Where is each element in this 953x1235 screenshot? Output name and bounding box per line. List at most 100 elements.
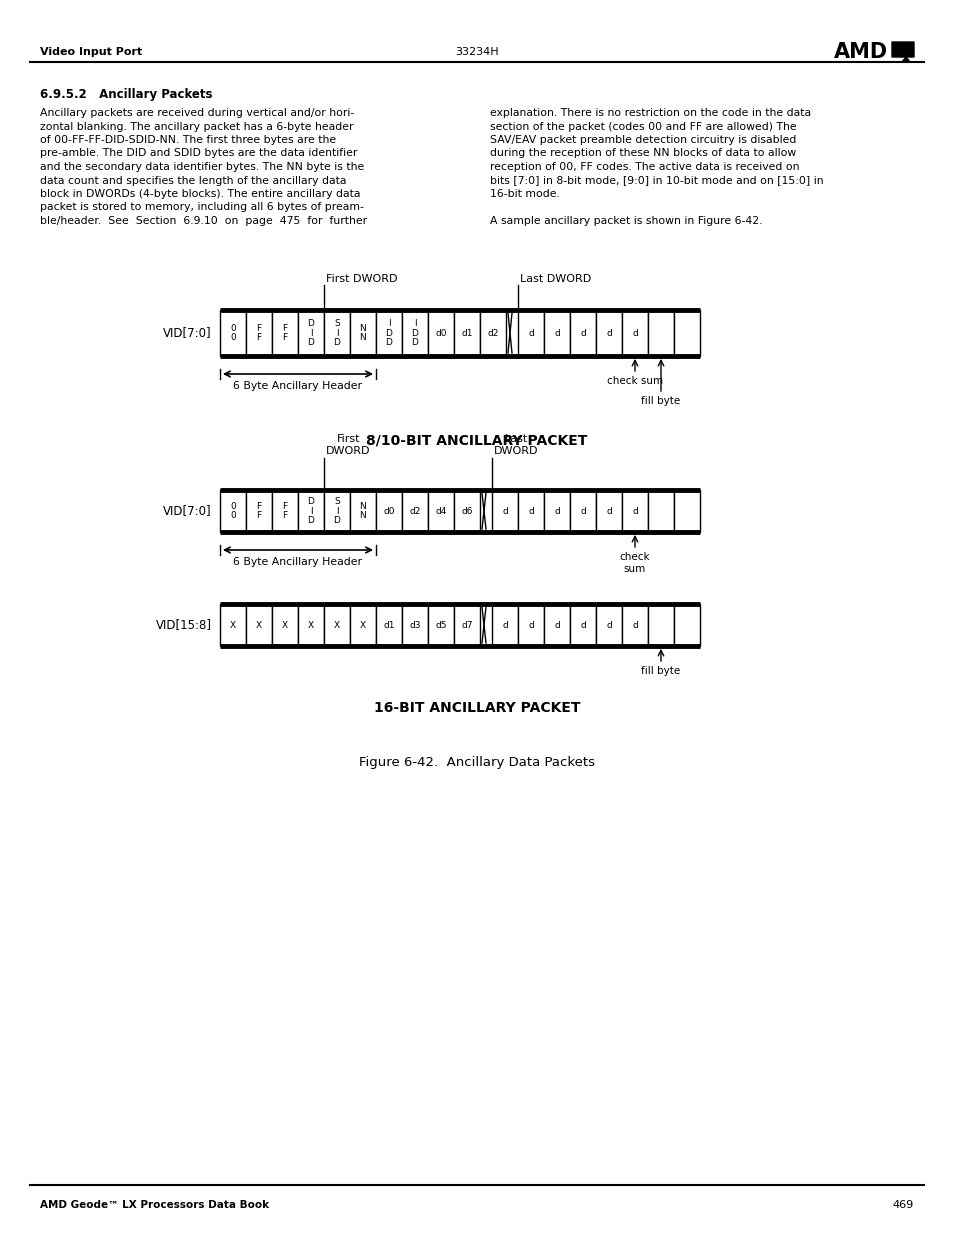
Text: and the secondary data identifier bytes. The NN byte is the: and the secondary data identifier bytes.… — [40, 162, 364, 172]
Bar — [454, 604, 479, 646]
Text: d: d — [579, 506, 585, 515]
Text: S
I
D: S I D — [334, 496, 340, 525]
Text: 33234H: 33234H — [455, 47, 498, 57]
Text: d: d — [554, 329, 559, 337]
Bar — [375, 490, 401, 532]
Text: 16-BIT ANCILLARY PACKET: 16-BIT ANCILLARY PACKET — [374, 701, 579, 715]
Bar — [621, 310, 647, 356]
Text: d: d — [554, 620, 559, 630]
Bar — [479, 310, 505, 356]
Text: F
F: F F — [256, 501, 261, 520]
Text: d: d — [632, 329, 638, 337]
Bar — [272, 490, 297, 532]
Text: d7: d7 — [460, 620, 473, 630]
Bar — [596, 604, 621, 646]
Text: Figure 6-42.  Ancillary Data Packets: Figure 6-42. Ancillary Data Packets — [358, 756, 595, 769]
Text: SAV/EAV packet preamble detection circuitry is disabled: SAV/EAV packet preamble detection circui… — [490, 135, 796, 144]
Bar — [428, 310, 454, 356]
Bar — [246, 604, 272, 646]
Bar — [543, 310, 569, 356]
Bar — [220, 490, 246, 532]
Bar — [569, 490, 596, 532]
Bar — [350, 490, 375, 532]
Bar — [401, 490, 428, 532]
Text: data count and specifies the length of the ancillary data: data count and specifies the length of t… — [40, 175, 346, 185]
Text: Last DWORD: Last DWORD — [519, 274, 591, 284]
Text: fill byte: fill byte — [640, 396, 679, 406]
Text: d1: d1 — [460, 329, 473, 337]
Text: F
F: F F — [282, 324, 287, 342]
Text: d: d — [632, 506, 638, 515]
Text: ble/header.  See  Section  6.9.10  on  page  475  for  further: ble/header. See Section 6.9.10 on page 4… — [40, 216, 367, 226]
Text: 0
0: 0 0 — [230, 501, 235, 520]
Text: d1: d1 — [383, 620, 395, 630]
Text: d: d — [501, 620, 507, 630]
Bar — [220, 604, 246, 646]
Text: of 00-FF-FF-DID-SDID-NN. The first three bytes are the: of 00-FF-FF-DID-SDID-NN. The first three… — [40, 135, 335, 144]
Bar — [517, 604, 543, 646]
Text: d: d — [501, 506, 507, 515]
Text: VID[7:0]: VID[7:0] — [163, 505, 212, 517]
Bar — [492, 490, 517, 532]
Bar — [220, 310, 246, 356]
Bar — [324, 490, 350, 532]
Text: 469: 469 — [892, 1200, 913, 1210]
Text: F
F: F F — [282, 501, 287, 520]
Bar — [543, 490, 569, 532]
Text: d: d — [605, 620, 611, 630]
Text: D
I
D: D I D — [307, 496, 314, 525]
Bar — [543, 604, 569, 646]
Polygon shape — [891, 42, 913, 62]
Text: d: d — [554, 506, 559, 515]
Text: d4: d4 — [435, 506, 446, 515]
Bar — [324, 310, 350, 356]
Bar — [569, 604, 596, 646]
Bar — [569, 310, 596, 356]
Text: X: X — [255, 620, 262, 630]
Text: packet is stored to memory, including all 6 bytes of pream-: packet is stored to memory, including al… — [40, 203, 363, 212]
Text: AMD Geode™ LX Processors Data Book: AMD Geode™ LX Processors Data Book — [40, 1200, 269, 1210]
Text: d2: d2 — [409, 506, 420, 515]
Text: d: d — [579, 329, 585, 337]
Text: reception of 00, FF codes. The active data is received on: reception of 00, FF codes. The active da… — [490, 162, 799, 172]
Text: d6: d6 — [460, 506, 473, 515]
Text: S
I
D: S I D — [334, 319, 340, 347]
Text: X: X — [230, 620, 235, 630]
Text: zontal blanking. The ancillary packet has a 6-byte header: zontal blanking. The ancillary packet ha… — [40, 121, 354, 131]
Bar — [596, 490, 621, 532]
Bar — [324, 604, 350, 646]
Bar — [350, 604, 375, 646]
Text: section of the packet (codes 00 and FF are allowed) The: section of the packet (codes 00 and FF a… — [490, 121, 796, 131]
Text: bits [7:0] in 8-bit mode, [9:0] in 10-bit mode and on [15:0] in: bits [7:0] in 8-bit mode, [9:0] in 10-bi… — [490, 175, 822, 185]
Text: D
I
D: D I D — [307, 319, 314, 347]
Text: 6 Byte Ancillary Header: 6 Byte Ancillary Header — [233, 557, 362, 567]
Text: Last
DWORD: Last DWORD — [494, 435, 537, 456]
Text: 16-bit mode.: 16-bit mode. — [490, 189, 559, 199]
Bar — [517, 310, 543, 356]
Text: 8/10-BIT ANCILLARY PACKET: 8/10-BIT ANCILLARY PACKET — [366, 433, 587, 448]
Bar — [647, 310, 673, 356]
Text: d: d — [579, 620, 585, 630]
Bar — [647, 490, 673, 532]
Bar — [621, 604, 647, 646]
Text: Video Input Port: Video Input Port — [40, 47, 142, 57]
Bar — [375, 310, 401, 356]
Text: fill byte: fill byte — [640, 666, 679, 676]
Bar — [596, 310, 621, 356]
Text: d3: d3 — [409, 620, 420, 630]
Text: I
D
D: I D D — [411, 319, 418, 347]
Text: d: d — [632, 620, 638, 630]
Text: N
N: N N — [359, 501, 366, 520]
Text: I
D
D: I D D — [385, 319, 392, 347]
Text: d2: d2 — [487, 329, 498, 337]
Text: A sample ancillary packet is shown in Figure 6-42.: A sample ancillary packet is shown in Fi… — [490, 216, 761, 226]
Bar — [246, 490, 272, 532]
Text: check
sum: check sum — [619, 552, 650, 573]
Bar — [621, 490, 647, 532]
Bar — [673, 604, 700, 646]
Bar — [375, 604, 401, 646]
Text: d: d — [528, 506, 534, 515]
Text: check sum: check sum — [606, 375, 662, 387]
Text: X: X — [282, 620, 288, 630]
Bar — [297, 604, 324, 646]
